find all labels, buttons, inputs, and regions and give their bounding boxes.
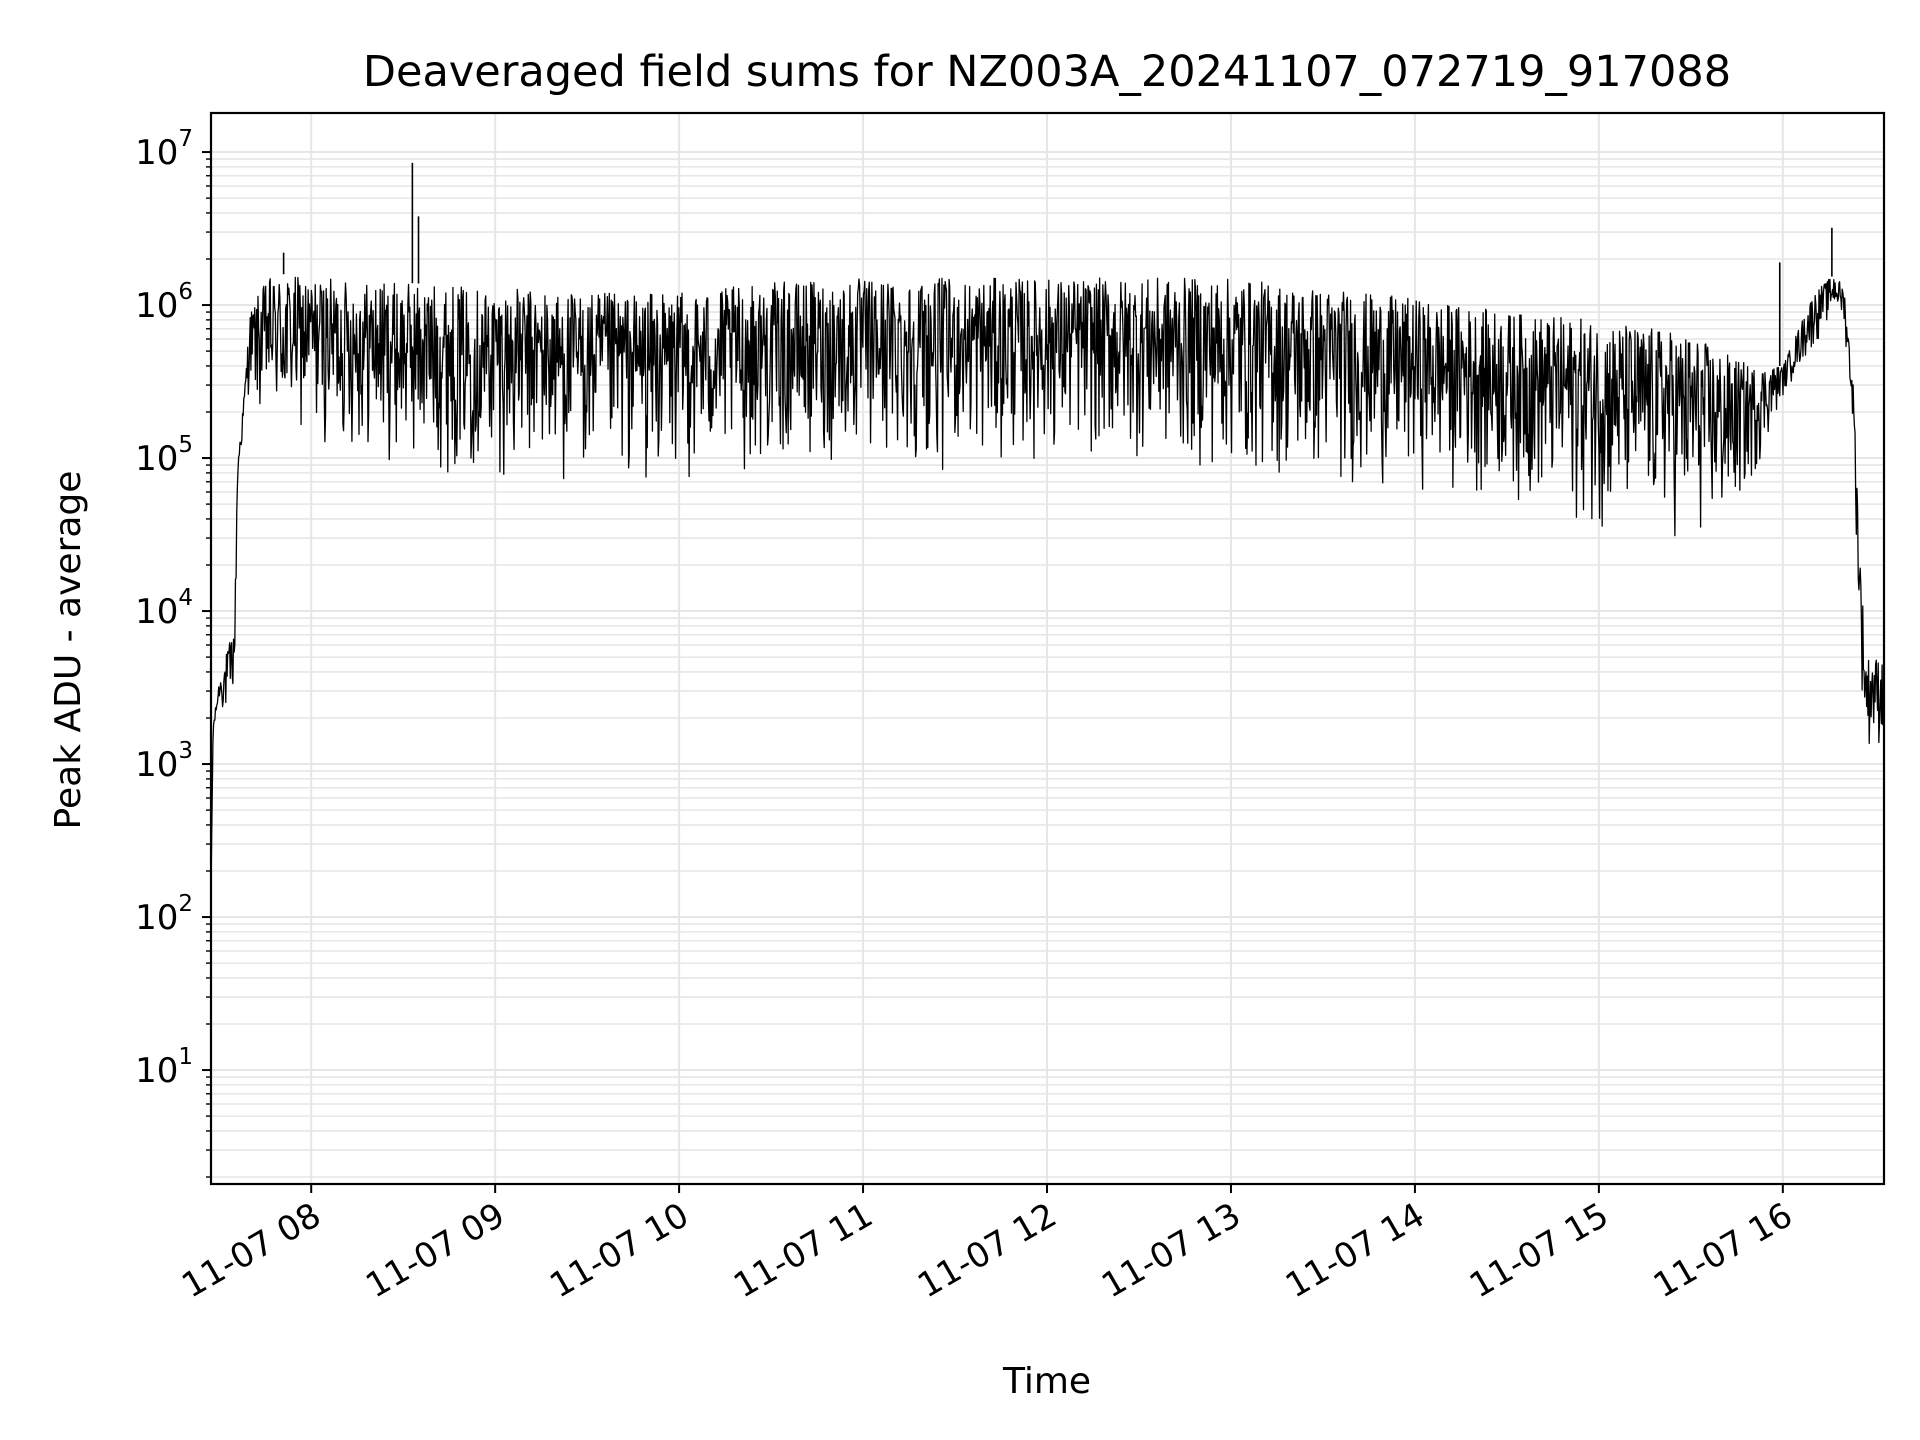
series-line: [210, 276, 1885, 891]
series-layer: [210, 162, 1885, 891]
grid-lines: [211, 113, 1884, 1184]
y-tick-label: 107: [135, 126, 193, 173]
y-tick-label: 104: [135, 585, 193, 632]
y-tick-label: 106: [135, 279, 193, 326]
y-axis-title: Peak ADU - average: [48, 471, 89, 830]
chart-title: Deaveraged field sums for NZ003A_2024110…: [363, 47, 1731, 97]
y-tick-label: 101: [135, 1044, 193, 1091]
y-tick-label: 103: [135, 738, 193, 785]
y-tick-label: 105: [135, 432, 193, 479]
x-axis-title: Time: [1002, 1361, 1091, 1402]
y-tick-label: 102: [135, 891, 193, 938]
